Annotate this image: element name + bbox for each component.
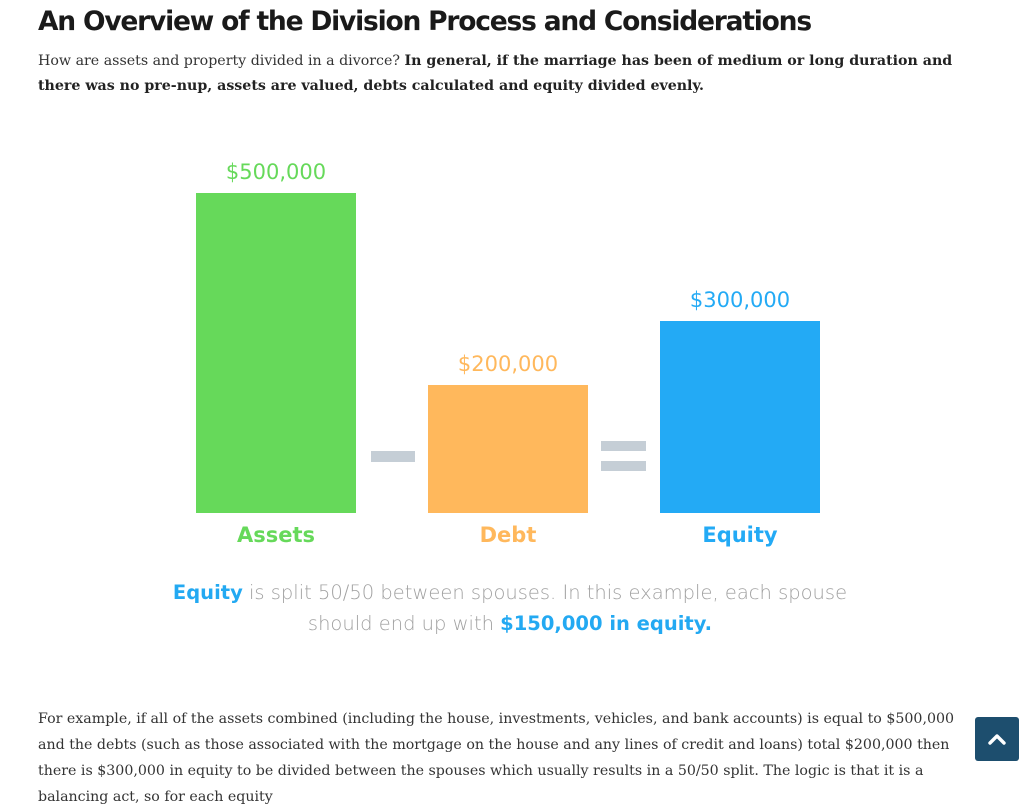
value-label-equity: $300,000 xyxy=(690,288,790,312)
equals-operator-bottom xyxy=(601,461,646,471)
category-label-equity: Equity xyxy=(702,523,778,547)
minus-operator xyxy=(371,451,415,462)
intro-summary: In general, if the marriage has been of … xyxy=(38,53,953,94)
intro-paragraph: How are assets and property divided in a… xyxy=(38,49,978,99)
equals-operator-top xyxy=(601,441,646,451)
chevron-up-icon xyxy=(988,734,1006,745)
intro-question: How are assets and property divided in a… xyxy=(38,53,405,69)
infographic-caption: Equity is split 50/50 between spouses. I… xyxy=(160,577,860,639)
bar-assets xyxy=(196,193,356,513)
caption-text: is split 50/50 between spouses. In this … xyxy=(242,581,848,635)
bar-equity xyxy=(660,321,820,513)
value-label-debt: $200,000 xyxy=(458,352,558,376)
value-label-assets: $500,000 xyxy=(226,160,326,184)
caption-equity-amount: $150,000 in equity. xyxy=(500,612,713,635)
category-label-assets: Assets xyxy=(237,523,315,547)
page-title: An Overview of the Division Process and … xyxy=(38,6,812,37)
equity-infographic: $500,000 Assets $200,000 Debt $300,000 Equity xyxy=(0,110,1024,670)
category-label-debt: Debt xyxy=(480,523,537,547)
body-paragraph: For example, if all of the assets combin… xyxy=(38,711,955,805)
caption-equity-word: Equity xyxy=(172,581,243,604)
equity-bar-chart: $500,000 Assets $200,000 Debt $300,000 Equity xyxy=(196,160,820,547)
back-to-top-button[interactable] xyxy=(975,717,1019,761)
bar-debt xyxy=(428,385,588,513)
